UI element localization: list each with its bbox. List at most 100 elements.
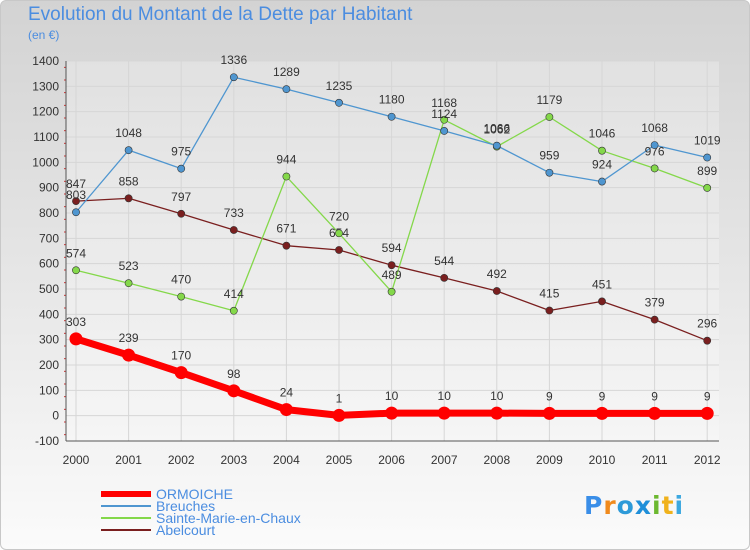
- data-point-breuches: [650, 141, 659, 150]
- data-point-sainte-marie-en-chaux: [177, 292, 186, 301]
- x-tick-label: 2004: [273, 453, 300, 467]
- data-point-abelcourt: [703, 336, 712, 345]
- data-point-abelcourt: [387, 261, 396, 270]
- data-point-abelcourt: [440, 273, 449, 282]
- data-point-breuches: [72, 208, 80, 217]
- data-label-abelcourt: 379: [645, 296, 665, 310]
- data-point-ormoiche: [490, 406, 504, 420]
- data-label-abelcourt: 671: [276, 222, 296, 236]
- y-tick-label: 900: [39, 181, 59, 195]
- chart-title: Evolution du Montant de la Dette par Hab…: [28, 4, 413, 25]
- data-label-breuches: 1289: [273, 65, 300, 79]
- y-tick-label: 700: [39, 231, 59, 245]
- data-label-ormoiche: 9: [651, 389, 658, 403]
- data-point-abelcourt: [545, 306, 554, 315]
- data-label-sainte-marie-en-chaux: 899: [697, 164, 717, 178]
- data-label-ormoiche: 10: [438, 389, 452, 403]
- data-label-sainte-marie-en-chaux: 1046: [589, 127, 616, 141]
- data-point-abelcourt: [72, 197, 80, 205]
- data-point-sainte-marie-en-chaux: [72, 266, 80, 275]
- data-point-breuches: [124, 146, 133, 155]
- data-label-breuches: 1068: [641, 121, 668, 135]
- data-label-ormoiche: 98: [227, 367, 241, 381]
- y-tick-label: 1100: [33, 130, 59, 144]
- data-label-ormoiche: 239: [119, 331, 139, 345]
- data-label-sainte-marie-en-chaux: 720: [329, 209, 349, 223]
- data-point-ormoiche: [437, 406, 451, 420]
- data-label-sainte-marie-en-chaux: 574: [66, 246, 86, 260]
- data-point-ormoiche: [227, 384, 241, 398]
- proxiti-logo: Proxiti: [584, 491, 685, 520]
- data-point-abelcourt: [282, 241, 291, 250]
- data-label-abelcourt: 858: [119, 174, 139, 188]
- x-tick-label: 2003: [220, 453, 247, 467]
- data-point-abelcourt: [598, 297, 606, 306]
- legend-item: Breuches: [101, 498, 361, 514]
- data-point-sainte-marie-en-chaux: [282, 172, 291, 181]
- data-label-ormoiche: 9: [599, 389, 606, 403]
- data-label-sainte-marie-en-chaux: 1179: [536, 93, 562, 107]
- data-point-sainte-marie-en-chaux: [545, 113, 554, 121]
- data-point-ormoiche: [385, 406, 399, 420]
- data-label-sainte-marie-en-chaux: 944: [276, 153, 296, 167]
- data-label-breuches: 1124: [431, 107, 457, 121]
- data-label-breuches: 803: [66, 188, 86, 202]
- data-point-ormoiche: [69, 332, 83, 346]
- data-point-ormoiche: [332, 408, 346, 422]
- data-point-ormoiche: [174, 366, 188, 380]
- y-tick-label: 1300: [32, 79, 59, 93]
- data-point-breuches: [440, 127, 449, 135]
- y-tick-label: -100: [35, 434, 59, 448]
- data-point-breuches: [545, 168, 554, 177]
- data-label-sainte-marie-en-chaux: 976: [645, 144, 665, 158]
- legend-label: Abelcourt: [156, 522, 216, 538]
- data-label-breuches: 975: [171, 145, 191, 159]
- data-label-abelcourt: 847: [66, 177, 86, 191]
- data-label-breuches: 924: [592, 158, 612, 172]
- data-label-breuches: 1048: [115, 126, 142, 140]
- data-label-abelcourt: 451: [592, 277, 612, 291]
- data-point-sainte-marie-en-chaux: [650, 164, 659, 173]
- y-tick-label: 1000: [32, 155, 59, 169]
- data-point-ormoiche: [122, 348, 136, 362]
- data-point-ormoiche: [595, 406, 609, 420]
- y-tick-label: 400: [39, 307, 59, 321]
- legend-item: ORMOICHE: [101, 486, 361, 502]
- data-point-sainte-marie-en-chaux: [124, 279, 133, 288]
- data-point-ormoiche: [700, 406, 714, 420]
- data-label-abelcourt: 415: [539, 287, 559, 301]
- x-tick-label: 2009: [536, 453, 563, 467]
- data-label-ormoiche: 10: [385, 389, 399, 403]
- data-label-breuches: 959: [539, 149, 559, 163]
- x-tick-label: 2008: [483, 453, 510, 467]
- y-tick-label: 800: [39, 206, 59, 220]
- data-label-ormoiche: 9: [546, 389, 553, 403]
- legend-swatch: [101, 529, 151, 531]
- x-tick-label: 2010: [589, 453, 616, 467]
- y-tick-label: 300: [39, 333, 59, 347]
- data-label-breuches: 1336: [220, 53, 247, 67]
- data-point-ormoiche: [648, 406, 662, 420]
- data-point-abelcourt: [492, 287, 501, 295]
- legend-item: Sainte-Marie-en-Chaux: [101, 510, 361, 526]
- legend-label: Breuches: [156, 498, 216, 514]
- data-label-sainte-marie-en-chaux: 1062: [483, 123, 510, 137]
- y-tick-label: 100: [39, 383, 59, 397]
- data-label-ormoiche: 1: [336, 391, 343, 405]
- data-point-abelcourt: [229, 226, 238, 234]
- data-label-abelcourt: 733: [224, 206, 244, 220]
- legend-label: Sainte-Marie-en-Chaux: [156, 510, 301, 526]
- y-tick-label: 200: [39, 358, 59, 372]
- data-point-abelcourt: [650, 315, 659, 324]
- legend-swatch: [101, 505, 151, 507]
- data-label-abelcourt: 594: [382, 241, 402, 255]
- data-label-ormoiche: 10: [490, 389, 504, 403]
- y-tick-label: 500: [39, 282, 59, 296]
- y-tick-label: 600: [39, 257, 59, 271]
- y-tick-label: 1400: [32, 54, 59, 68]
- data-label-abelcourt: 296: [697, 317, 717, 331]
- data-point-ormoiche: [279, 403, 293, 417]
- data-point-breuches: [282, 85, 291, 94]
- data-point-breuches: [492, 141, 501, 150]
